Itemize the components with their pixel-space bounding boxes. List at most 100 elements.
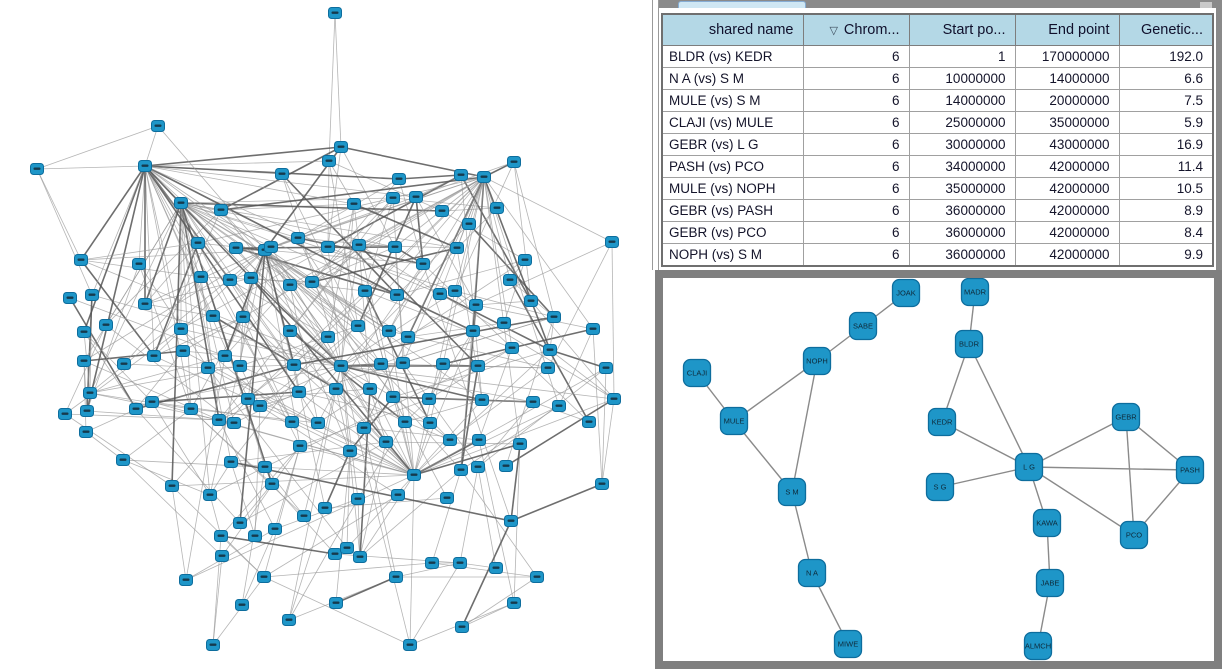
edge[interactable] xyxy=(122,408,192,461)
edge[interactable] xyxy=(180,202,295,366)
table-cell[interactable]: 20000000 xyxy=(1014,89,1120,112)
edge[interactable] xyxy=(224,284,291,357)
table-cell[interactable]: 35000000 xyxy=(1014,111,1120,134)
edge[interactable] xyxy=(200,276,220,421)
edge[interactable] xyxy=(64,328,182,415)
edge[interactable] xyxy=(413,367,607,476)
edge-l-g-pco[interactable] xyxy=(1028,466,1135,536)
edge[interactable] xyxy=(428,330,474,400)
edge[interactable] xyxy=(483,176,511,281)
edge[interactable] xyxy=(407,259,526,338)
edge[interactable] xyxy=(388,330,549,369)
edge[interactable] xyxy=(460,469,538,578)
edge[interactable] xyxy=(250,277,342,367)
node-l-g[interactable]: L G xyxy=(1014,452,1044,482)
edge[interactable] xyxy=(144,165,398,296)
edge[interactable] xyxy=(153,249,266,357)
edge[interactable] xyxy=(157,125,266,251)
edge[interactable] xyxy=(218,419,415,476)
edge-kedr-l-g[interactable] xyxy=(941,421,1030,468)
table-cell[interactable]: 6 xyxy=(802,243,910,267)
edge[interactable] xyxy=(220,176,485,211)
table-cell[interactable]: GEBR (vs) L G xyxy=(661,133,804,156)
edge[interactable] xyxy=(291,365,342,423)
edge[interactable] xyxy=(144,165,417,198)
edge[interactable] xyxy=(239,441,387,524)
table-cell[interactable]: 42000000 xyxy=(1014,243,1120,267)
table-cell[interactable]: PASH (vs) PCO xyxy=(661,155,804,178)
edge[interactable] xyxy=(207,367,348,549)
edge[interactable] xyxy=(122,459,223,557)
table-cell[interactable]: 11.4 xyxy=(1118,155,1214,178)
edge[interactable] xyxy=(230,461,512,522)
column-header-start-position[interactable]: Start po... xyxy=(908,13,1016,46)
edge[interactable] xyxy=(180,202,211,496)
node-gebr[interactable]: GEBR xyxy=(1111,402,1141,432)
node-pash[interactable]: PASH xyxy=(1175,455,1205,485)
edge[interactable] xyxy=(230,441,387,463)
edge[interactable] xyxy=(396,294,474,332)
table-cell[interactable]: 5.9 xyxy=(1118,111,1214,134)
edge[interactable] xyxy=(413,290,456,476)
table-cell[interactable]: 6 xyxy=(802,199,910,222)
table-cell[interactable]: 36000000 xyxy=(908,199,1016,222)
edge[interactable] xyxy=(64,413,173,487)
column-header-shared-name[interactable]: shared name xyxy=(661,13,804,46)
edge[interactable] xyxy=(224,249,266,357)
edge[interactable] xyxy=(324,450,351,509)
node-miwe[interactable]: MIWE xyxy=(833,629,863,659)
column-header-end-point[interactable]: End point xyxy=(1014,13,1120,46)
edge[interactable] xyxy=(123,276,202,365)
edge-gebr-pco[interactable] xyxy=(1125,416,1135,536)
edge[interactable] xyxy=(36,168,82,261)
edge-noph-mule[interactable] xyxy=(733,360,818,422)
table-cell[interactable]: 8.4 xyxy=(1118,221,1214,244)
table-cell[interactable]: 1 xyxy=(908,45,1016,68)
edge[interactable] xyxy=(89,355,226,394)
edge[interactable] xyxy=(259,405,399,496)
edge[interactable] xyxy=(429,176,485,424)
edge-noph-s-m[interactable] xyxy=(791,360,818,493)
edge[interactable] xyxy=(171,485,187,581)
edge[interactable] xyxy=(483,176,613,243)
edge[interactable] xyxy=(80,259,155,357)
table-row[interactable]: GEBR (vs) PASH 6 36000000 42000000 8.9 xyxy=(661,199,1214,222)
edge[interactable] xyxy=(346,450,351,549)
edge[interactable] xyxy=(459,466,479,564)
edge[interactable] xyxy=(69,297,226,357)
edge[interactable] xyxy=(144,146,342,167)
edge[interactable] xyxy=(460,365,479,471)
edge[interactable] xyxy=(357,498,361,558)
edge[interactable] xyxy=(477,466,497,569)
edge[interactable] xyxy=(549,349,615,400)
edge[interactable] xyxy=(505,398,615,467)
edge[interactable] xyxy=(415,174,462,198)
table-cell[interactable]: 42000000 xyxy=(1014,221,1120,244)
table-row[interactable]: PASH (vs) PCO 6 34000000 42000000 11.4 xyxy=(661,155,1214,178)
edge[interactable] xyxy=(264,249,483,401)
edge[interactable] xyxy=(274,498,359,530)
edge[interactable] xyxy=(259,325,359,407)
table-row[interactable]: N A (vs) S M 6 10000000 14000000 6.6 xyxy=(661,67,1214,90)
table-cell[interactable]: 10000000 xyxy=(908,67,1016,90)
edge[interactable] xyxy=(340,365,411,646)
edge[interactable] xyxy=(263,562,433,578)
edge[interactable] xyxy=(105,209,222,326)
edge[interactable] xyxy=(359,441,387,558)
edge[interactable] xyxy=(83,249,266,362)
edge[interactable] xyxy=(340,365,359,500)
edge[interactable] xyxy=(86,263,140,412)
edge[interactable] xyxy=(64,324,107,415)
edge[interactable] xyxy=(247,246,272,400)
edge[interactable] xyxy=(547,241,613,369)
edge[interactable] xyxy=(335,576,397,604)
table-cell[interactable]: 10.5 xyxy=(1118,177,1214,200)
edge[interactable] xyxy=(404,399,483,423)
edge[interactable] xyxy=(197,242,301,447)
edge[interactable] xyxy=(449,367,549,441)
edge[interactable] xyxy=(144,165,192,410)
edge[interactable] xyxy=(327,174,462,248)
edge[interactable] xyxy=(144,165,182,330)
table-cell[interactable]: 6 xyxy=(802,133,910,156)
edge[interactable] xyxy=(86,165,146,412)
